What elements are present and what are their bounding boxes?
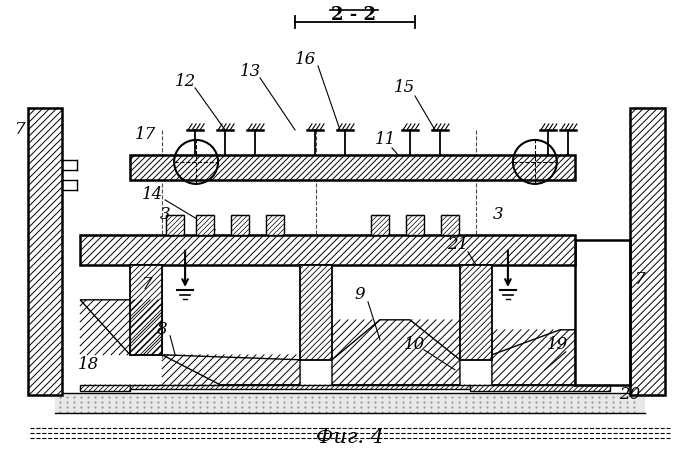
Bar — [470, 385, 610, 391]
Text: 11: 11 — [375, 131, 396, 149]
Text: 13: 13 — [240, 63, 261, 81]
PathPatch shape — [332, 320, 460, 385]
Bar — [28, 108, 62, 395]
Bar — [55, 393, 645, 413]
PathPatch shape — [492, 330, 575, 385]
Text: 20: 20 — [619, 386, 640, 403]
Text: 7: 7 — [15, 122, 25, 139]
Text: 17: 17 — [134, 126, 156, 144]
Text: 12: 12 — [175, 73, 196, 90]
Bar — [130, 155, 575, 180]
Bar — [371, 215, 389, 235]
Text: 16: 16 — [294, 51, 316, 68]
Bar — [166, 215, 184, 235]
Bar — [406, 215, 424, 235]
Text: Фиг. 4: Фиг. 4 — [316, 428, 384, 447]
Bar — [80, 235, 575, 265]
Text: 21: 21 — [447, 236, 468, 253]
Bar — [80, 385, 130, 391]
Text: 7: 7 — [635, 271, 645, 288]
Bar — [460, 265, 492, 360]
Bar — [231, 215, 249, 235]
Text: 15: 15 — [394, 80, 416, 96]
Text: 10: 10 — [404, 336, 426, 353]
Bar — [630, 108, 665, 395]
Bar — [130, 385, 470, 389]
Text: 9: 9 — [354, 286, 366, 303]
Text: 14: 14 — [141, 186, 163, 203]
Bar — [441, 215, 459, 235]
Bar — [130, 265, 162, 355]
Bar — [300, 265, 332, 360]
Text: 19: 19 — [547, 336, 568, 353]
Bar — [196, 215, 214, 235]
Text: 3: 3 — [493, 207, 503, 223]
PathPatch shape — [80, 300, 162, 355]
Text: 3: 3 — [160, 207, 171, 223]
Bar — [266, 215, 284, 235]
Text: 8: 8 — [157, 321, 168, 338]
Text: 7: 7 — [142, 276, 152, 293]
Text: 2 - 2: 2 - 2 — [331, 6, 377, 24]
PathPatch shape — [162, 355, 300, 385]
Text: 18: 18 — [78, 356, 99, 374]
